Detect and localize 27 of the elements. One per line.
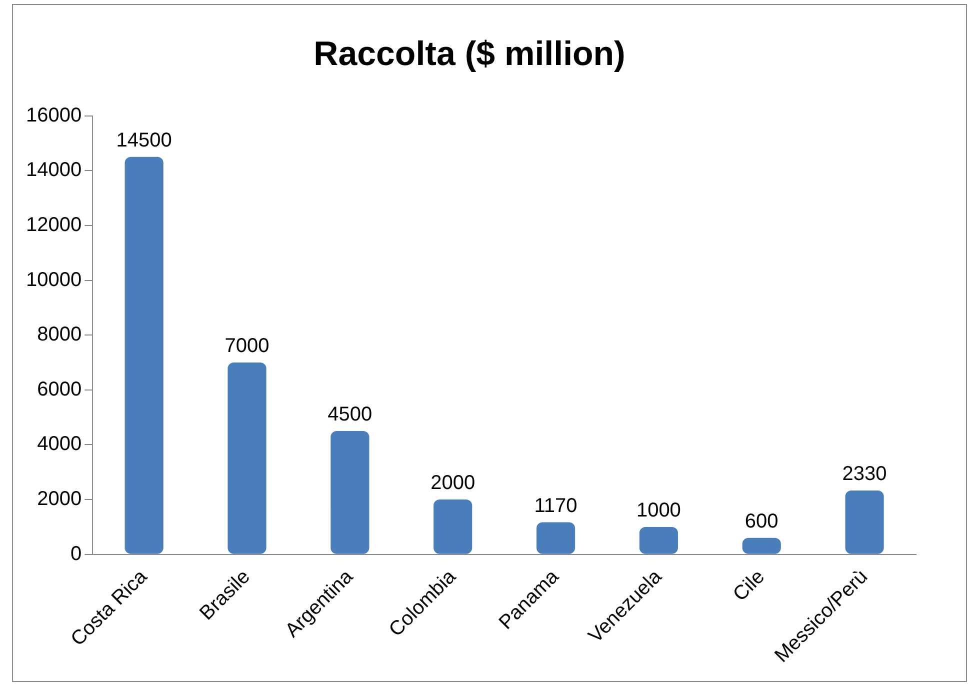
y-tick-label: 10000 (26, 268, 82, 291)
y-tick-label: 8000 (37, 324, 82, 346)
y-tick-label: 16000 (26, 104, 82, 126)
data-label: 14500 (116, 129, 172, 152)
data-label: 2330 (842, 463, 887, 486)
bar (330, 431, 370, 554)
bar (639, 526, 678, 554)
y-tick-label: 12000 (26, 214, 82, 236)
data-label: 1170 (534, 494, 578, 517)
bar (536, 522, 576, 554)
y-tick-label: 2000 (37, 488, 82, 510)
chart-title: Raccolta ($ million) (314, 34, 626, 73)
data-label: 4500 (328, 404, 372, 426)
y-tick-label: 0 (70, 542, 82, 565)
data-label: 1000 (636, 499, 681, 522)
bar (434, 500, 472, 554)
x-tick-label: Cile (729, 566, 770, 606)
bar (845, 490, 884, 554)
y-tick-label: 6000 (37, 378, 82, 400)
data-label: 7000 (224, 335, 270, 358)
data-label: 600 (744, 510, 778, 532)
bar (228, 362, 266, 554)
bar (124, 156, 164, 554)
data-label: 2000 (430, 472, 476, 494)
bar (742, 538, 781, 554)
y-tick-label: 4000 (37, 433, 82, 456)
y-tick-label: 14000 (26, 159, 82, 182)
